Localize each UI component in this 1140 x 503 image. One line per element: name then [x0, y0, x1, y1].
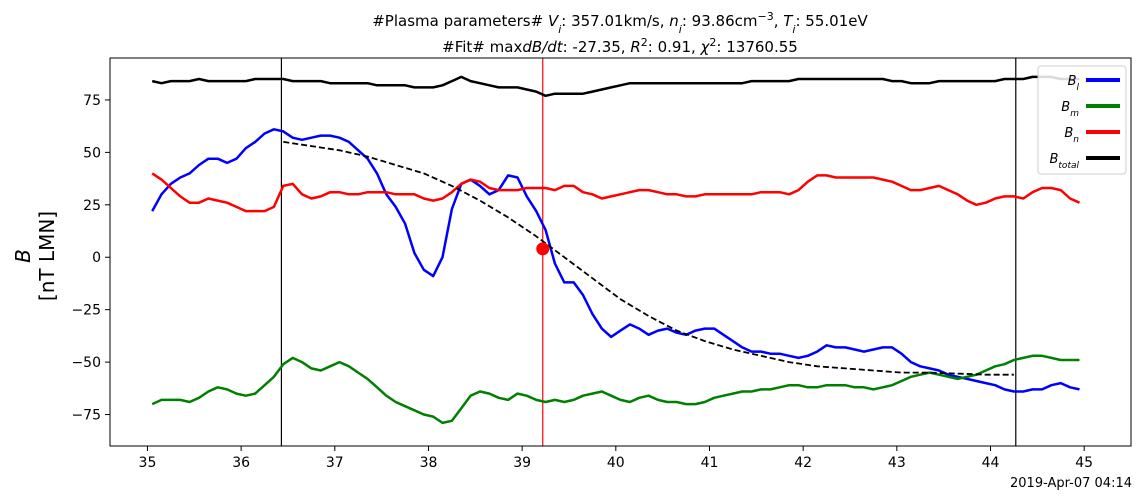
- timestamp-label: 2019-Apr-07 04:14: [1010, 476, 1132, 491]
- series-line-bm: [151, 354, 1080, 425]
- y-tick-label: −25: [71, 303, 101, 319]
- x-tick-label: 35: [139, 455, 157, 471]
- x-tick-label: 36: [232, 455, 250, 471]
- x-tick-label: 42: [794, 455, 812, 471]
- axes: 35 36 37 38 39 40 41 42 43 44 45 75 50 25 0 −25 −50 −75: [71, 93, 1093, 471]
- series-line-btotal: [151, 75, 1080, 98]
- y-axis-label-bottom: [nT LMN]: [35, 211, 59, 301]
- x-tick-label: 43: [888, 455, 906, 471]
- fit-curve-line: [283, 141, 1014, 376]
- y-tick-label: 25: [83, 198, 101, 214]
- legend-label-bl: Bl: [1068, 74, 1080, 93]
- legend-label-bm: Bm: [1061, 100, 1079, 119]
- y-tick-label: 75: [83, 93, 101, 109]
- legend-label-btotal: Btotal: [1049, 152, 1079, 171]
- series-line-bn: [151, 172, 1081, 213]
- y-tick-label: −75: [71, 408, 101, 424]
- y-axis-label-top: B: [11, 249, 35, 263]
- center-point-marker: [536, 242, 550, 256]
- legend-box: [1037, 65, 1127, 175]
- x-tick-label: 38: [420, 455, 438, 471]
- x-tick-label: 39: [513, 455, 531, 471]
- plot-frame: [109, 57, 1132, 447]
- x-tick-label: 44: [982, 455, 1000, 471]
- legend: Bl Bm Bn Btotal: [1037, 65, 1127, 175]
- chart-title-line-2: #Fit# maxdB/dt: -27.35, R2: 0.91, χ2: 13…: [442, 36, 798, 57]
- series-line-bl: [151, 128, 1080, 393]
- legend-label-bn: Bn: [1064, 126, 1079, 145]
- y-tick-label: 0: [92, 250, 101, 266]
- x-tick-label: 37: [326, 455, 344, 471]
- x-tick-label: 40: [607, 455, 625, 471]
- x-tick-label: 45: [1075, 455, 1093, 471]
- y-tick-label: −50: [71, 355, 101, 371]
- y-tick-label: 50: [83, 145, 101, 161]
- plot-area: [151, 58, 1081, 446]
- x-tick-label: 41: [701, 455, 719, 471]
- chart-title-line-1: #Plasma parameters# Vi: 357.01km/s, ni: …: [372, 10, 868, 36]
